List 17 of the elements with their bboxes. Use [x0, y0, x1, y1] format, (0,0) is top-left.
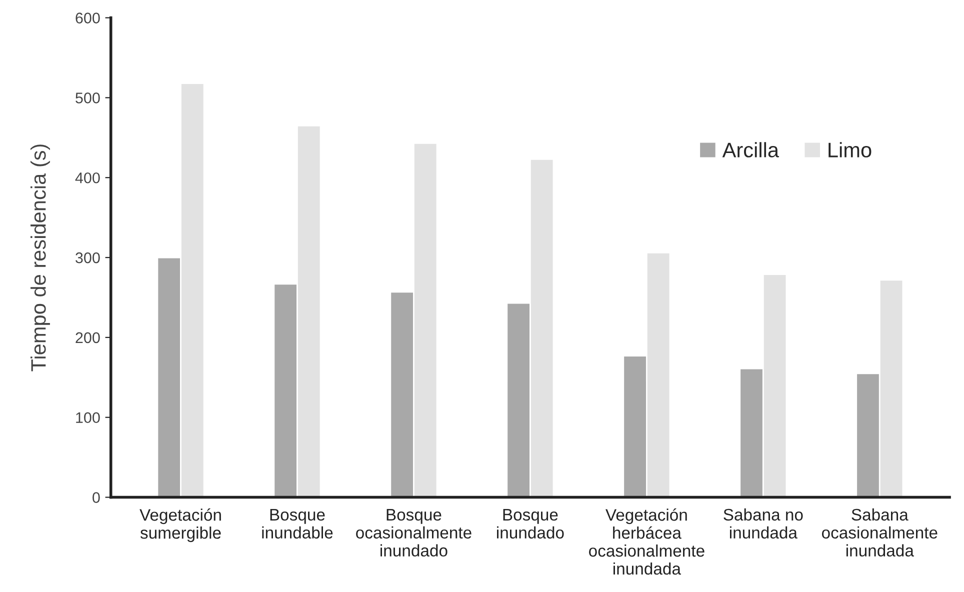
y-tick-label: 200: [76, 332, 100, 344]
y-tick-label: 0: [92, 492, 100, 503]
x-tick-label: Vegetación sumergible: [140, 508, 221, 542]
x-tick-label: Bosque inundable: [262, 509, 333, 539]
y-axis-title: Tiempo de residencia (s): [30, 144, 50, 372]
x-tick-label: Sabana ocasionalmente inundada: [822, 508, 938, 557]
y-tick-label: 600: [76, 12, 100, 24]
y-tick-label: 100: [76, 412, 100, 424]
y-tick-label: 400: [75, 172, 100, 184]
legend-label: Limo: [828, 142, 872, 158]
y-tick-label: 300: [76, 252, 100, 264]
x-tick-label: Sabana no inundada: [724, 508, 803, 539]
x-tick-label: Bosque ocasionalmente inundado: [356, 509, 472, 557]
x-tick-label: Vegetación herbácea ocasionalmente inundada: [589, 508, 704, 575]
y-tick-label: 500: [76, 92, 100, 104]
x-tick-label: Bosque inundado: [497, 509, 564, 539]
legend-label: Arcilla: [722, 142, 780, 158]
